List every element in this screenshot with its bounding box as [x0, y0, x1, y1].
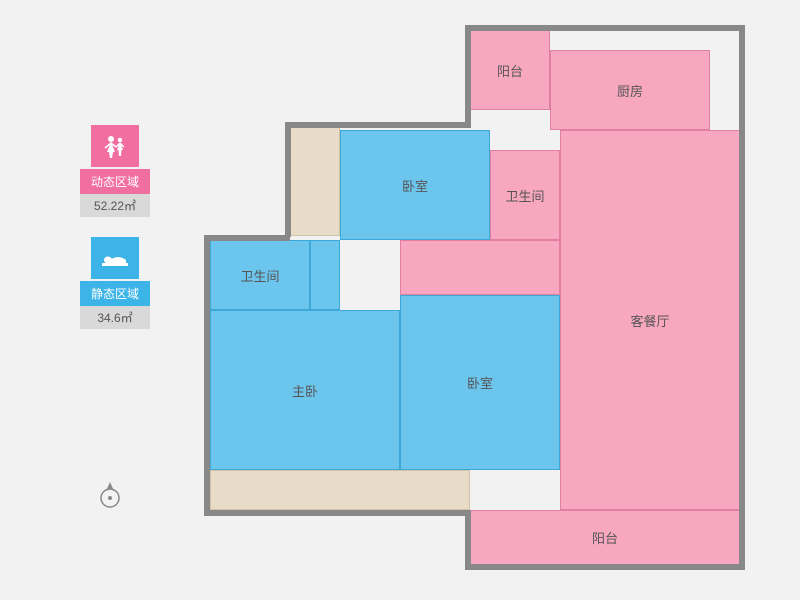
floorplan: 客餐厅厨房阳台卫生间阳台卧室卫生间主卧卧室	[210, 30, 750, 570]
room-kitchen: 厨房	[550, 50, 710, 130]
legend-dynamic: 动态区域 52.22㎡	[80, 125, 150, 217]
wall-segment	[204, 510, 470, 516]
room-bedroom-bot: 卧室	[400, 295, 560, 470]
room-beige-bot	[210, 470, 470, 510]
room-bath-strip	[310, 240, 340, 310]
legend-static: 静态区域 34.6㎡	[80, 237, 150, 329]
wall-segment	[285, 122, 291, 237]
room-corridor	[400, 240, 560, 295]
legend-dynamic-title: 动态区域	[80, 169, 150, 194]
room-bathroom-pink: 卫生间	[490, 150, 560, 240]
legend-static-value: 34.6㎡	[80, 306, 150, 329]
room-bedroom-top: 卧室	[340, 130, 490, 240]
wall-segment	[204, 235, 210, 515]
wall-segment	[465, 25, 745, 31]
legend-panel: 动态区域 52.22㎡ 静态区域 34.6㎡	[80, 125, 150, 349]
wall-segment	[204, 235, 290, 241]
room-balcony-bot: 阳台	[470, 510, 740, 565]
wall-segment	[285, 122, 471, 128]
wall-segment	[465, 564, 745, 570]
compass-icon	[95, 480, 125, 510]
people-icon	[91, 125, 139, 167]
wall-segment	[739, 25, 745, 570]
room-beige-left	[290, 126, 340, 236]
legend-dynamic-value: 52.22㎡	[80, 194, 150, 217]
room-master-bed: 主卧	[210, 310, 400, 470]
wall-segment	[465, 510, 471, 570]
wall-segment	[465, 25, 471, 125]
room-balcony-top: 阳台	[470, 30, 550, 110]
legend-static-title: 静态区域	[80, 281, 150, 306]
room-bathroom-blue: 卫生间	[210, 240, 310, 310]
room-living: 客餐厅	[560, 130, 740, 510]
sleep-icon	[91, 237, 139, 279]
